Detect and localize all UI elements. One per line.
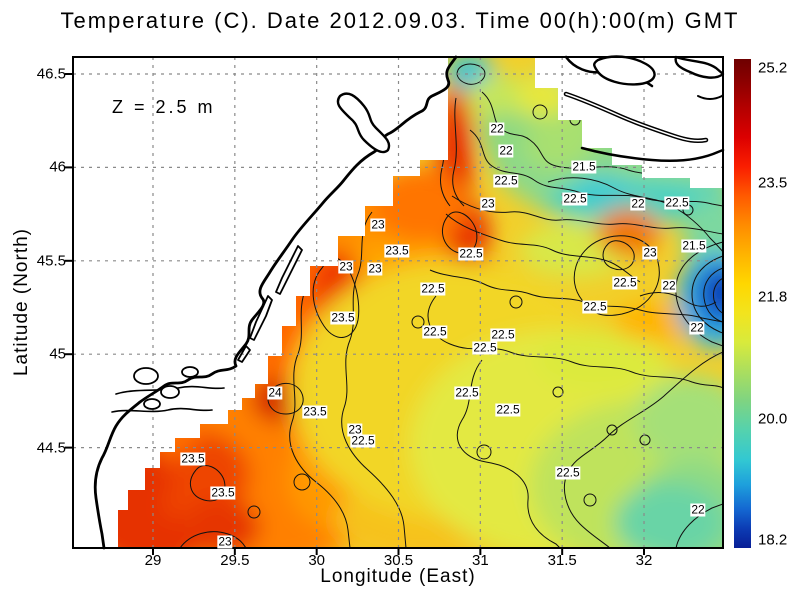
contour-label: 24 xyxy=(267,385,283,400)
colorbar xyxy=(734,59,751,548)
contour-label: 23 xyxy=(338,259,354,274)
contour-label: 22.5 xyxy=(454,385,480,400)
contour-label: 22.5 xyxy=(612,275,638,290)
colorbar-tick-label: 21.8 xyxy=(758,288,788,306)
plot-border xyxy=(72,56,724,549)
contour-label: 23 xyxy=(370,217,386,232)
x-tick-label: 31.5 xyxy=(547,552,577,569)
colorbar-tick-label: 18.2 xyxy=(758,531,788,549)
contour-label: 21.5 xyxy=(681,238,707,253)
x-tick-label: 29.5 xyxy=(220,552,250,569)
axis-tick-marks xyxy=(65,73,646,555)
contour-label: 23.5 xyxy=(302,404,328,419)
y-axis-title: Latitude (North) xyxy=(11,227,32,377)
coastline xyxy=(93,55,725,550)
contour-label: 22 xyxy=(489,121,505,136)
graticule-gridlines xyxy=(73,57,723,548)
contour-label: 23 xyxy=(217,534,233,549)
contour-label: 22.5 xyxy=(664,195,690,210)
contour-label: 23 xyxy=(642,245,658,260)
contour-label: 22.5 xyxy=(562,191,588,206)
contour-label: 22.5 xyxy=(490,327,516,342)
contour-label: 23.5 xyxy=(384,243,410,258)
x-tick-label: 30.5 xyxy=(383,552,414,569)
contour-label: 22 xyxy=(661,278,677,293)
contour-label: 22.5 xyxy=(458,246,484,261)
x-tick-label: 29 xyxy=(144,552,162,569)
y-tick-label: 45.5 xyxy=(36,252,66,270)
contour-label: 23 xyxy=(480,196,496,211)
x-tick-label: 32 xyxy=(635,552,653,569)
colorbar-tick-label: 20.0 xyxy=(758,410,788,428)
contour-label: 21.5 xyxy=(571,159,597,174)
y-tick-label: 46.5 xyxy=(36,65,66,83)
contour-label: 23.5 xyxy=(330,310,356,325)
y-tick-label: 45 xyxy=(49,345,66,363)
contour-label: 22.5 xyxy=(420,281,446,296)
contour-label: 22 xyxy=(630,196,646,211)
contour-label: 23.5 xyxy=(180,451,206,466)
contour-label: 23 xyxy=(367,261,383,276)
contour-label: 22.5 xyxy=(350,433,376,448)
contour-label: 22.5 xyxy=(422,324,448,339)
y-tick-label: 44.5 xyxy=(36,439,66,457)
contour-label: 22.5 xyxy=(495,402,521,417)
colorbar-tick-label: 25.2 xyxy=(758,59,788,77)
contour-label: 23 xyxy=(347,422,363,437)
contour-label: 23.5 xyxy=(210,485,236,500)
y-tick-label: 46 xyxy=(49,158,66,176)
contour-label: 22 xyxy=(689,320,705,335)
contour-label: 22 xyxy=(690,502,706,517)
colorbar-tick-label: 23.5 xyxy=(758,174,788,192)
x-axis-title: Longitude (East) xyxy=(320,566,476,587)
contour-label: 22.5 xyxy=(555,465,581,480)
depth-annotation: Z = 2.5 m xyxy=(112,97,216,117)
figure-title: Temperature (C). Date 2012.09.03. Time 0… xyxy=(60,8,740,33)
x-tick-label: 30 xyxy=(308,552,325,569)
contour-label: 22.5 xyxy=(493,173,519,188)
contour-label: 22.5 xyxy=(582,299,608,314)
contour-label: 22.5 xyxy=(472,340,498,355)
contour-label: 22 xyxy=(498,143,514,158)
x-tick-label: 31 xyxy=(471,552,489,569)
